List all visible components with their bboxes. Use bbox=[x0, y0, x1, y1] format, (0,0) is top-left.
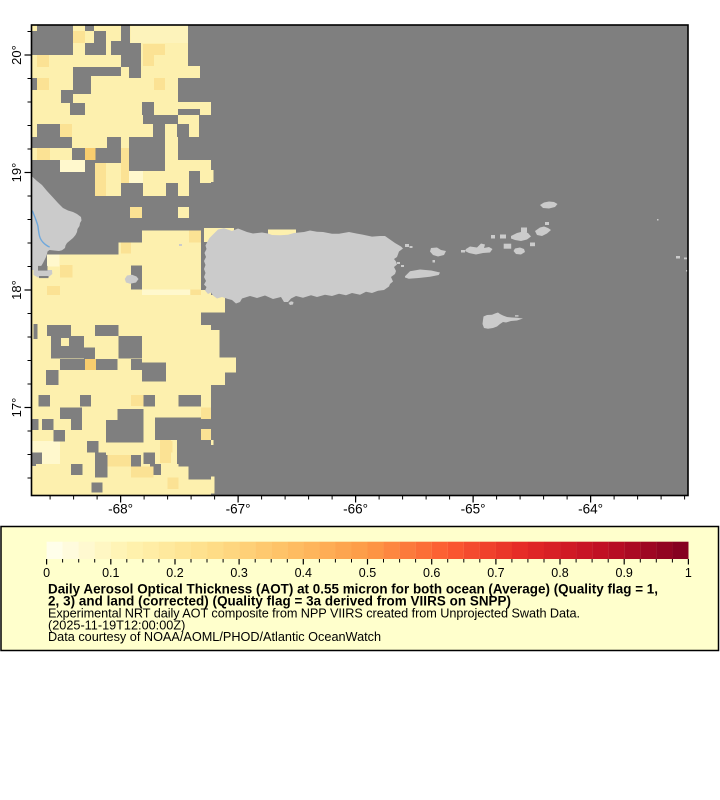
svg-text:2, 3) and land (corrected) (Qu: 2, 3) and land (corrected) (Quality flag… bbox=[48, 594, 511, 609]
svg-text:-64°: -64° bbox=[578, 502, 603, 517]
svg-text:0.3: 0.3 bbox=[230, 566, 247, 580]
svg-text:-66°: -66° bbox=[343, 502, 368, 517]
svg-text:Data courtesy of NOAA/AOML/PHO: Data courtesy of NOAA/AOML/PHOD/Atlantic… bbox=[48, 630, 381, 644]
svg-text:0.2: 0.2 bbox=[166, 566, 183, 580]
svg-text:0: 0 bbox=[43, 566, 50, 580]
svg-text:0.6: 0.6 bbox=[423, 566, 440, 580]
svg-text:1: 1 bbox=[685, 566, 692, 580]
svg-text:17°: 17° bbox=[9, 398, 24, 418]
svg-text:Daily Aerosol Optical Thicknes: Daily Aerosol Optical Thickness (AOT) at… bbox=[48, 582, 658, 597]
svg-text:0.5: 0.5 bbox=[359, 566, 376, 580]
svg-text:0.7: 0.7 bbox=[487, 566, 504, 580]
svg-text:18°: 18° bbox=[9, 280, 24, 300]
svg-text:20°: 20° bbox=[9, 45, 24, 65]
svg-text:19°: 19° bbox=[9, 163, 24, 183]
svg-text:0.4: 0.4 bbox=[295, 566, 312, 580]
svg-text:-68°: -68° bbox=[108, 502, 133, 517]
svg-text:0.9: 0.9 bbox=[616, 566, 633, 580]
svg-text:-65°: -65° bbox=[461, 502, 486, 517]
svg-text:0.1: 0.1 bbox=[102, 566, 119, 580]
svg-text:(2025-11-19T12:00:00Z): (2025-11-19T12:00:00Z) bbox=[48, 619, 185, 633]
svg-text:0.8: 0.8 bbox=[551, 566, 568, 580]
svg-text:-67°: -67° bbox=[226, 502, 251, 517]
svg-text:Experimental NRT daily AOT com: Experimental NRT daily AOT composite fro… bbox=[48, 607, 580, 621]
